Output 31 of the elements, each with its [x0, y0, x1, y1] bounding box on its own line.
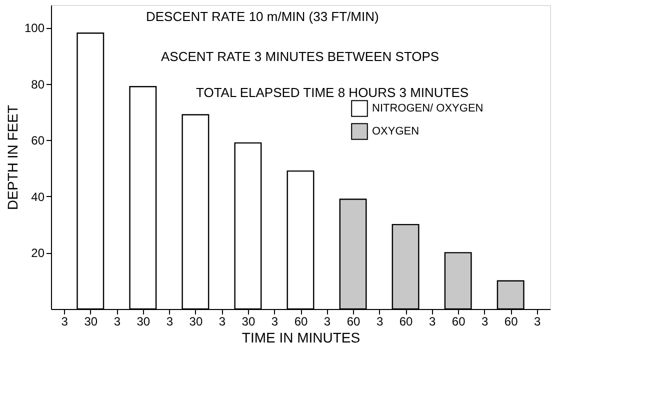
x-tick-label: 3 [271, 314, 278, 328]
x-tick-label: 60 [504, 314, 518, 328]
legend-label: OXYGEN [372, 126, 420, 138]
x-tick-label: 60 [399, 314, 414, 328]
x-tick-label: 3 [218, 314, 226, 328]
x-tick-label: 30 [189, 314, 203, 328]
x-axis-title: TIME IN MINUTES [242, 330, 360, 346]
y-tick-label: 80 [31, 77, 45, 92]
annotation: ASCENT RATE 3 MINUTES BETWEEN STOPS [161, 49, 440, 64]
annotation: TOTAL ELAPSED TIME 8 HOURS 3 MINUTES [196, 85, 469, 100]
x-tick-label: 3 [482, 314, 488, 328]
x-tick-label: 3 [114, 314, 121, 328]
x-tick-label: 60 [346, 314, 361, 328]
x-tick-label: 3 [534, 314, 542, 328]
x-tick-label: 3 [376, 314, 384, 328]
x-tick-label: 30 [84, 314, 98, 328]
y-tick-label: 60 [31, 134, 45, 148]
legend-label: NITROGEN/ OXYGEN [372, 102, 484, 114]
x-tick-label: 3 [61, 314, 68, 328]
x-tick-label: 3 [428, 314, 436, 328]
x-tick-label: 3 [166, 314, 174, 328]
y-tick-label: 40 [31, 190, 45, 204]
x-tick-label: 30 [136, 314, 150, 328]
annotation: DESCENT RATE 10 m/MIN (33 FT/MIN) [146, 9, 379, 24]
x-tick-label: 60 [452, 314, 466, 328]
y-tick-label: 20 [31, 246, 45, 260]
x-tick-label: 30 [242, 314, 256, 328]
y-axis-title: DEPTH IN FEET [4, 104, 20, 210]
x-tick-label: 60 [294, 314, 308, 328]
x-tick-label: 3 [324, 314, 331, 328]
y-tick-label: 100 [24, 21, 45, 36]
